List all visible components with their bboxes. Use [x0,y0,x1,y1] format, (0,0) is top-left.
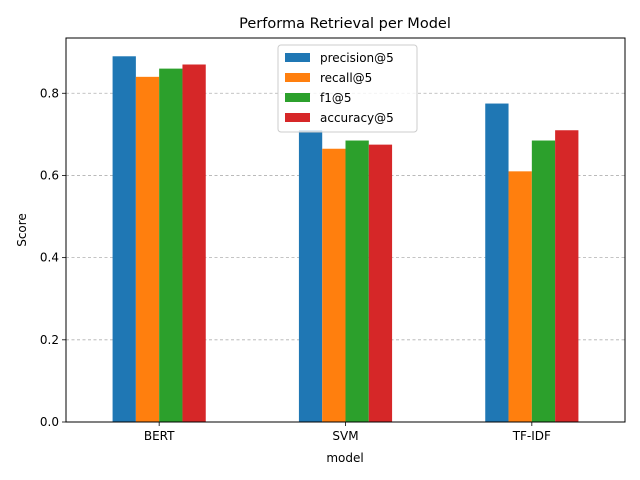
bar-f1-at-5-bert [159,68,183,422]
x-tick-label: SVM [332,429,358,443]
y-tick-label: 0.2 [40,333,59,347]
bar-precision-at-5-svm [298,130,323,422]
y-tick-label: 0.6 [40,168,59,182]
x-axis-label: model [326,451,363,465]
bar-precision-at-5-bert [112,56,136,423]
bar-accuracy-at-5-bert [182,64,206,422]
legend-swatch [285,113,310,122]
bar-accuracy-at-5-svm [368,144,393,422]
bars [112,56,579,423]
bar-precision-at-5-tf-idf [485,103,509,423]
bar-f1-at-5-tf-idf [531,140,556,423]
x-tick-label: TF-IDF [512,429,551,443]
bar-recall-at-5-tf-idf [508,171,532,422]
legend-entry-label: accuracy@5 [320,111,394,125]
y-axis: 0.0 0.2 0.4 0.6 0.8 [40,86,66,429]
legend-swatch [285,53,310,62]
legend-entry-label: f1@5 [320,91,352,105]
legend: precision@5 recall@5 f1@5 accuracy@5 [277,44,418,133]
legend-entry-label: precision@5 [320,51,394,65]
bar-accuracy-at-5-tf-idf [555,130,579,422]
x-tick-label: BERT [144,429,175,443]
legend-swatch [285,73,310,82]
y-axis-label: Score [15,213,29,247]
bar-recall-at-5-svm [322,148,346,422]
legend-box [277,44,418,133]
legend-entry-label: recall@5 [320,71,372,85]
bar-f1-at-5-svm [345,140,369,423]
y-tick-label: 0.0 [40,415,59,429]
x-axis: BERT SVM TF-IDF [144,422,551,443]
legend-swatch [285,93,310,102]
y-tick-label: 0.4 [40,251,59,265]
bar-recall-at-5-bert [135,76,160,423]
chart-title: Performa Retrieval per Model [239,16,451,32]
y-tick-label: 0.8 [40,86,59,100]
